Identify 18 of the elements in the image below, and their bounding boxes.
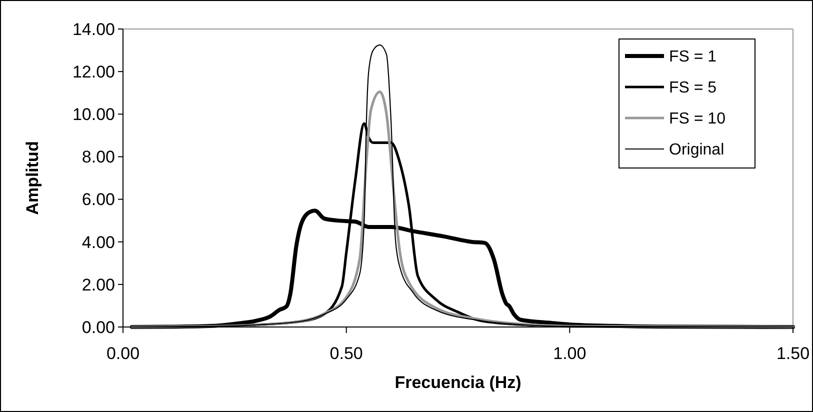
x-tick-label: 1.50 [776, 344, 810, 363]
y-axis-title: Amplitud [23, 141, 42, 215]
y-tick-label: 14.00 [72, 20, 115, 39]
y-tick-label: 6.00 [82, 190, 115, 210]
x-axis-title: Frecuencia (Hz) [394, 373, 522, 392]
y-tick-label: 0.00 [82, 318, 115, 337]
y-tick-label: 4.00 [82, 232, 115, 252]
legend-label: FS = 5 [669, 80, 717, 97]
legend-label: FS = 10 [669, 110, 726, 128]
y-tick-label: 10.00 [72, 105, 115, 124]
y-tick-label: 8.00 [82, 148, 115, 167]
legend-label: FS = 1 [669, 48, 717, 66]
legend-label: Original [669, 142, 724, 159]
y-tick-label: 12.00 [72, 62, 115, 82]
x-tick-label: 1.00 [553, 344, 586, 363]
x-tick-label: 0.50 [330, 344, 363, 363]
x-tick-label: 0.00 [106, 344, 140, 363]
y-tick-label: 2.00 [82, 275, 115, 294]
